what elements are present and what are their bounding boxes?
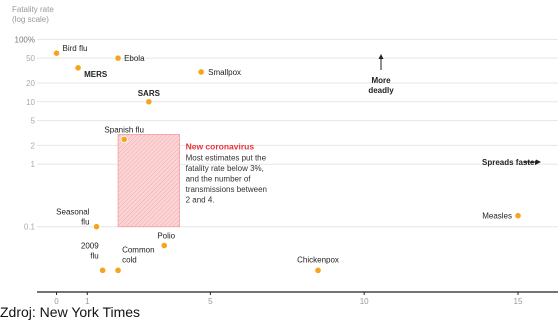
label-bird-flu: Bird flu — [63, 44, 88, 53]
point-chickenpox — [314, 266, 322, 274]
label-sars: SARS — [138, 89, 161, 98]
point-common-cold — [114, 266, 122, 274]
point-spanish-flu — [120, 135, 128, 143]
point-polio — [160, 241, 168, 250]
region-text: and the number of — [186, 174, 252, 183]
region-text: 2 and 4. — [186, 195, 215, 204]
y-tick-label: 100% — [15, 35, 35, 44]
data-points: Bird flu MERS Ebola Smallpox SARS Spanish flu… — [52, 44, 522, 274]
source-note: Zdroj: New York Times — [0, 304, 141, 320]
label-spanish-flu: Spanish flu — [104, 125, 144, 134]
x-tick-label: 10 — [360, 297, 369, 306]
point-sars — [145, 98, 153, 106]
label-seasonal-flu: Seasonal — [56, 208, 90, 217]
label-ebola: Ebola — [124, 54, 145, 63]
label-polio: Polio — [157, 231, 175, 240]
more-deadly-label: More — [371, 76, 391, 85]
label-smallpox: Smallpox — [208, 68, 241, 77]
point-smallpox — [197, 68, 205, 76]
label-measles: Measles — [482, 212, 512, 221]
point-measles — [514, 212, 522, 220]
region-title: New coronavirus — [186, 141, 255, 151]
y-tick-label: 0.1 — [24, 223, 36, 232]
new-coronavirus-region — [117, 134, 180, 228]
y-tick-label: 5 — [31, 117, 36, 126]
label-2009-flu: 2009 — [81, 241, 99, 250]
spreads-faster-label: Spreads faster — [482, 158, 538, 167]
point-seasonal-flu — [92, 223, 101, 231]
label-2009-flu: flu — [90, 251, 98, 260]
spreads-faster-arrowhead — [536, 159, 541, 165]
x-tick-label: 15 — [514, 297, 523, 306]
x-tick-label: 1 — [85, 297, 90, 306]
more-deadly-label: deadly — [368, 86, 394, 95]
y-tick-label: 1 — [31, 160, 36, 169]
point-2009-flu — [99, 266, 107, 274]
y-tick-label: 2 — [31, 141, 36, 150]
y-tick-label: 10 — [26, 98, 35, 107]
x-axis: 0 1 5 10 15 — [37, 291, 558, 306]
region-text: Most estimates put the — [186, 153, 267, 162]
region-text: fatality rate below 3%, — [186, 164, 264, 173]
y-axis-label: (log scale) — [12, 15, 49, 24]
point-mers — [74, 64, 82, 72]
label-common-cold: Common — [122, 245, 154, 254]
label-chickenpox: Chickenpox — [297, 255, 339, 264]
y-tick-label: 50 — [26, 54, 35, 63]
point-bird-flu — [52, 49, 61, 57]
y-tick-label: 20 — [26, 79, 35, 88]
x-tick-label: 5 — [208, 297, 213, 306]
more-deadly-arrowhead — [378, 54, 384, 59]
label-seasonal-flu: flu — [81, 218, 89, 227]
point-ebola — [114, 54, 122, 62]
y-axis: Fatality rate(log scale) 100% 50 20 10 5 2 1 0.1 — [12, 5, 54, 232]
y-axis-label: Fatality rate — [12, 5, 54, 14]
label-mers: MERS — [84, 70, 108, 79]
x-tick-label: 0 — [54, 297, 59, 306]
region-text: transmissions between — [186, 185, 267, 194]
annotations: New coronavirus Most estimates put the fat… — [186, 54, 541, 204]
label-common-cold: cold — [122, 255, 137, 264]
